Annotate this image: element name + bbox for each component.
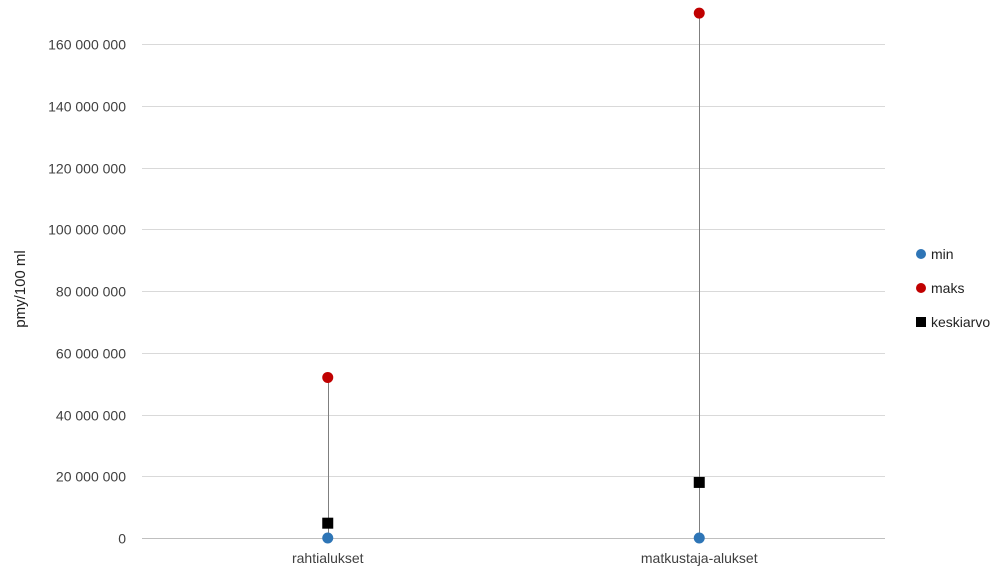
keskiarvo-point [693, 476, 705, 488]
y-tick-label: 60 000 000 [56, 346, 126, 362]
y-tick-label: 160 000 000 [48, 37, 126, 53]
legend-marker-min [916, 249, 926, 259]
maks-point [322, 371, 334, 383]
min-point [322, 532, 334, 544]
legend-marker-maks [916, 283, 926, 293]
legend-label-keskiarvo: keskiarvo [931, 314, 990, 330]
y-tick-label: 120 000 000 [48, 161, 126, 177]
y-tick-label: 100 000 000 [48, 222, 126, 238]
y-tick-label: 0 [118, 531, 126, 547]
y-axis-tick-labels: 0 20 000 000 40 000 000 60 000 000 80 000 00… [48, 37, 126, 547]
min-point [693, 532, 705, 544]
maks-point [693, 7, 705, 19]
gridlines [142, 44, 885, 539]
y-tick-label: 140 000 000 [48, 99, 126, 115]
x-tick-label: matkustaja-alukset [641, 550, 758, 566]
data-points [322, 7, 705, 544]
legend-label-min: min [931, 246, 954, 262]
legend-label-maks: maks [931, 280, 964, 296]
legend: min maks keskiarvo [916, 246, 990, 330]
x-axis-tick-labels: rahtialukset matkustaja-alukset [292, 550, 758, 566]
y-tick-label: 20 000 000 [56, 469, 126, 485]
y-axis-label: pmy/100 ml [12, 250, 29, 328]
x-tick-label: rahtialukset [292, 550, 364, 566]
legend-marker-keskiarvo [916, 317, 926, 327]
keskiarvo-point [322, 517, 334, 529]
y-tick-label: 80 000 000 [56, 284, 126, 300]
high-low-lines [328, 13, 700, 538]
y-tick-label: 40 000 000 [56, 408, 126, 424]
